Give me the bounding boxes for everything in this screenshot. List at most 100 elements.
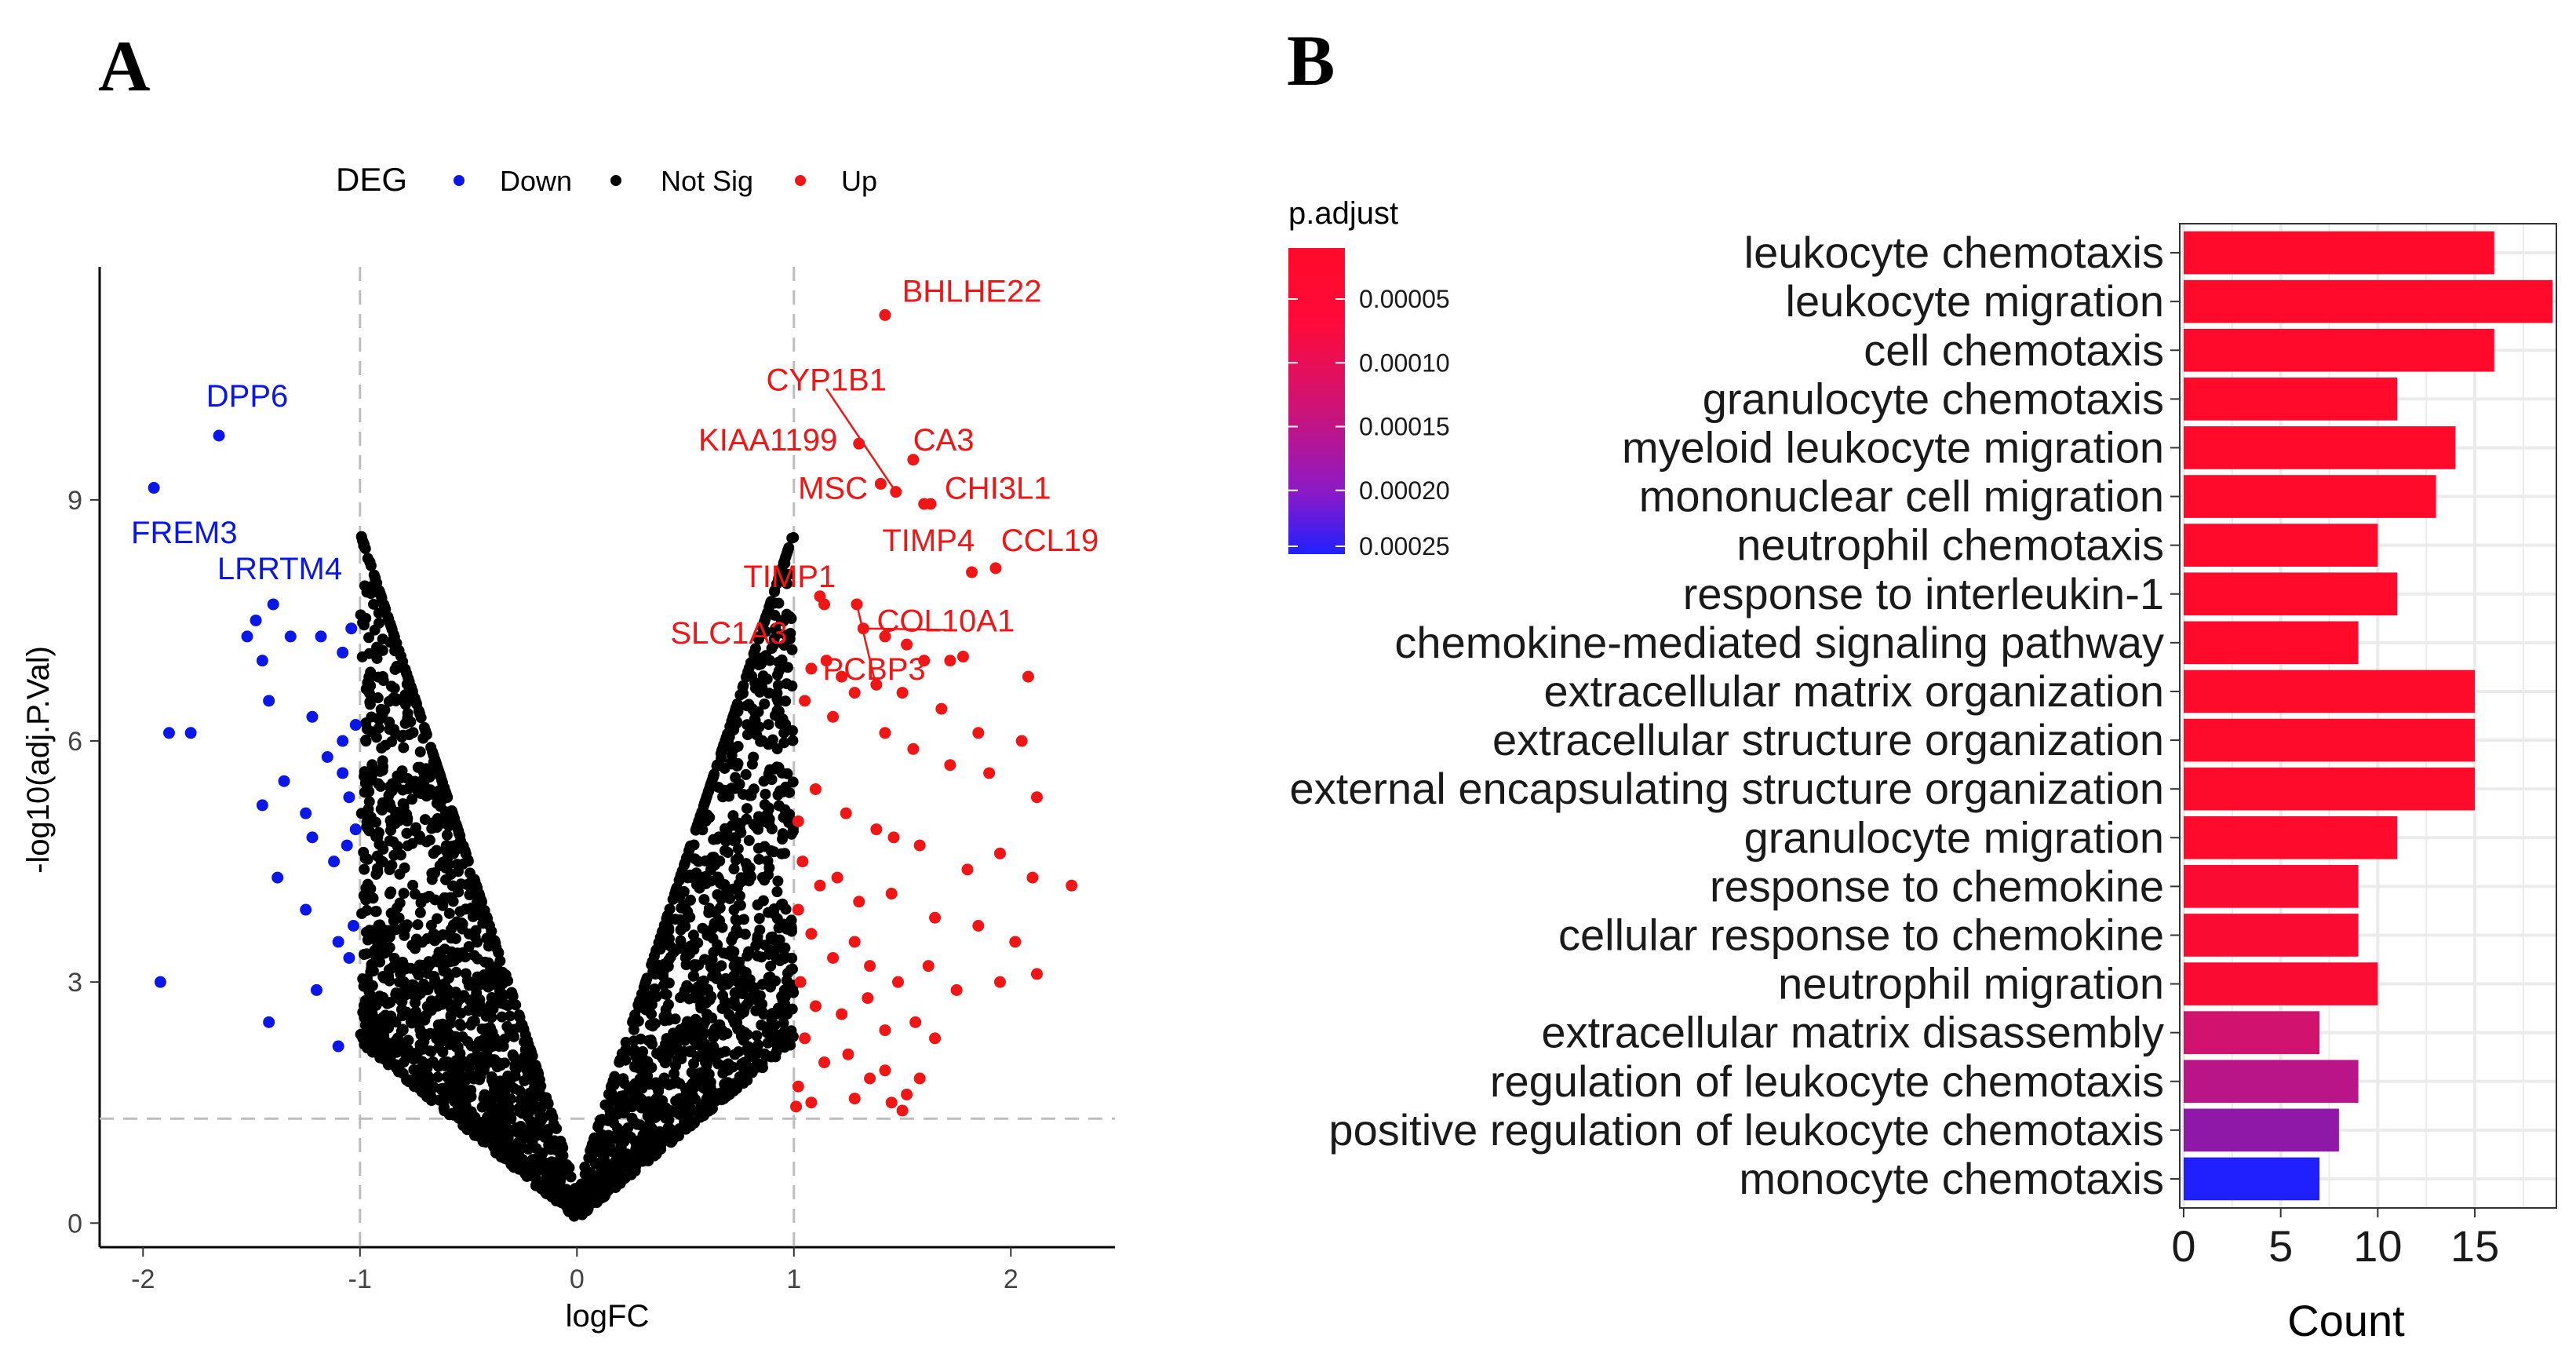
not-sig-point <box>398 742 410 753</box>
not-sig-point <box>741 729 753 741</box>
not-sig-point <box>485 932 497 944</box>
up-point <box>879 630 891 643</box>
not-sig-point <box>731 924 742 936</box>
legend-title: DEG <box>336 161 407 198</box>
not-sig-point <box>389 645 401 657</box>
not-sig-point <box>552 1158 564 1170</box>
not-sig-point <box>698 975 709 987</box>
not-sig-point <box>773 656 785 668</box>
up-point <box>818 598 830 611</box>
not-sig-point <box>407 1078 419 1090</box>
bar <box>2183 621 2359 665</box>
colorbar-tick-label: 0.00015 <box>1359 413 1450 441</box>
up-point <box>799 695 811 707</box>
not-sig-point <box>731 975 742 987</box>
not-sig-point <box>595 1114 607 1126</box>
not-sig-point <box>757 895 769 907</box>
not-sig-point <box>409 825 421 837</box>
not-sig-point <box>693 959 705 971</box>
up-point <box>879 727 891 739</box>
down-point <box>321 751 333 763</box>
not-sig-point <box>728 863 740 875</box>
not-sig-point <box>785 828 797 840</box>
up-point <box>887 831 900 844</box>
up-point <box>989 562 1002 575</box>
up-point <box>879 308 891 321</box>
not-sig-point <box>437 1046 449 1058</box>
not-sig-point <box>715 748 727 760</box>
not-sig-point <box>786 1003 798 1015</box>
x-tick-label: 0 <box>570 1264 585 1294</box>
not-sig-point <box>698 871 710 883</box>
not-sig-point <box>783 542 795 553</box>
not-sig-point <box>778 1017 789 1029</box>
not-sig-point <box>363 688 375 699</box>
not-sig-point <box>396 732 408 743</box>
not-sig-point <box>450 966 462 978</box>
not-sig-point <box>431 759 443 771</box>
gene-label-leader <box>825 388 897 493</box>
not-sig-point <box>548 1135 560 1147</box>
not-sig-point <box>365 588 377 600</box>
not-sig-point <box>763 802 774 814</box>
not-sig-point <box>708 769 720 781</box>
not-sig-point <box>684 948 696 960</box>
not-sig-point <box>694 1039 705 1051</box>
not-sig-point <box>727 743 739 755</box>
not-sig-point <box>501 1132 512 1144</box>
up-point <box>929 1032 942 1045</box>
not-sig-point <box>726 934 738 946</box>
not-sig-point <box>418 1076 430 1088</box>
not-sig-point <box>439 786 451 797</box>
not-sig-point <box>787 735 799 746</box>
up-point <box>944 759 956 772</box>
down-point <box>315 630 327 643</box>
y-tick-label: 9 <box>67 486 82 516</box>
gene-label: MSC <box>798 472 868 506</box>
not-sig-point <box>502 1070 514 1082</box>
not-sig-point <box>435 1084 447 1096</box>
not-sig-point <box>610 1165 622 1177</box>
legend-entry-down: Down <box>500 165 572 197</box>
not-sig-point <box>365 666 377 678</box>
not-sig-point <box>704 903 716 914</box>
not-sig-point <box>378 972 390 983</box>
up-point <box>901 638 913 651</box>
not-sig-point <box>584 1169 596 1180</box>
not-sig-point <box>614 1056 625 1068</box>
not-sig-point <box>782 662 793 673</box>
not-sig-point <box>668 947 680 958</box>
up-point <box>924 498 937 510</box>
not-sig-point <box>635 1033 647 1045</box>
not-sig-point <box>693 856 705 867</box>
down-point <box>337 735 349 747</box>
not-sig-point <box>399 663 411 675</box>
not-sig-point <box>405 716 417 728</box>
not-sig-point <box>355 808 367 819</box>
legend-up-swatch <box>795 175 806 186</box>
not-sig-point <box>630 1051 642 1063</box>
not-sig-point <box>683 1027 694 1039</box>
not-sig-point <box>454 830 466 841</box>
not-sig-point <box>728 995 740 1007</box>
not-sig-point <box>672 1054 683 1066</box>
not-sig-point <box>661 935 673 947</box>
not-sig-point <box>412 987 424 998</box>
not-sig-point <box>414 907 426 918</box>
not-sig-point <box>733 1045 745 1057</box>
not-sig-point <box>368 598 380 610</box>
not-sig-point <box>679 857 690 869</box>
not-sig-point <box>555 1196 567 1208</box>
gene-label: CHI3L1 <box>945 472 1051 506</box>
colorbar-tick-label: 0.00005 <box>1359 285 1450 313</box>
not-sig-point <box>441 830 453 841</box>
not-sig-point <box>759 698 771 710</box>
not-sig-point <box>646 1062 658 1074</box>
bar <box>2183 1060 2359 1104</box>
category-label: extracellular matrix disassembly <box>1541 1008 2164 1057</box>
not-sig-point <box>373 607 384 618</box>
not-sig-point <box>778 812 789 823</box>
not-sig-point <box>756 871 768 883</box>
not-sig-point <box>377 671 388 683</box>
gene-label: LRRTM4 <box>217 552 342 586</box>
